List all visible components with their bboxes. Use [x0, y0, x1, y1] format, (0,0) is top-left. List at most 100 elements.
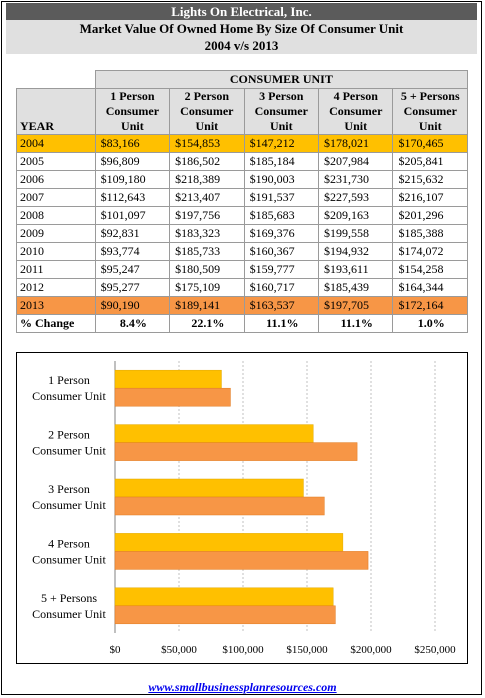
footer: www.smallbusinessplanresources.com — [0, 680, 485, 695]
bar — [114, 551, 369, 570]
x-tick-label: $250,000 — [414, 644, 456, 656]
table-row: 2012 $95,277 $175,109 $160,717 $185,439 $164,… — [16, 278, 468, 297]
table-column-header-row: YEAR 1 Person Consumer Unit 2 Person Con… — [16, 88, 468, 135]
value-cell: $159,777 — [243, 260, 320, 279]
column-header: 4 Person Consumer Unit — [318, 88, 394, 135]
bar — [114, 533, 344, 552]
category-label: 3 Person — [48, 482, 90, 496]
value-cell: $175,109 — [169, 278, 245, 297]
value-cell: $189,141 — [169, 296, 245, 315]
year-cell: 2008 — [16, 206, 96, 225]
table-row: 2011 $95,247 $180,509 $159,777 $193,611 $154,… — [16, 260, 468, 279]
table-row: 2004 $83,166 $154,853 $147,212 $178,021 $170,… — [16, 134, 468, 153]
year-cell: 2013 — [16, 296, 96, 315]
value-cell: $218,389 — [169, 170, 245, 189]
bar — [114, 587, 334, 607]
value-cell: $185,184 — [243, 152, 320, 171]
value-cell: $83,166 — [94, 134, 171, 153]
value-cell: $170,465 — [392, 134, 468, 153]
year-cell: 2010 — [16, 242, 96, 261]
value-cell: $96,809 — [94, 152, 171, 171]
percent-change-cell: 8.4% — [94, 314, 171, 333]
website-link[interactable]: www.smallbusinessplanresources.com — [148, 680, 337, 694]
table-row: 2010 $93,774 $185,733 $160,367 $194,932 $174,… — [16, 242, 468, 261]
category-label: 4 Person — [48, 536, 90, 550]
consumer-unit-header: CONSUMER UNIT — [94, 70, 469, 89]
bar — [114, 478, 304, 498]
value-cell: $174,072 — [392, 242, 468, 261]
value-cell: $193,611 — [318, 260, 394, 279]
percent-change-cell: 11.1% — [243, 314, 320, 333]
table-row: 2007 $112,643 $213,407 $191,537 $227,593 $216… — [16, 188, 468, 207]
year-cell: 2004 — [16, 134, 96, 153]
value-cell: $147,212 — [243, 134, 320, 153]
value-cell: $112,643 — [94, 188, 171, 207]
percent-change-cell: 22.1% — [169, 314, 245, 333]
year-cell: 2006 — [16, 170, 96, 189]
value-cell: $209,163 — [318, 206, 394, 225]
value-cell: $154,258 — [392, 260, 468, 279]
value-cell: $194,932 — [318, 242, 394, 261]
table-body: 2004 $83,166 $154,853 $147,212 $178,021 $170,… — [16, 134, 468, 333]
year-cell: 2012 — [16, 278, 96, 297]
value-cell: $185,733 — [169, 242, 245, 261]
value-cell: $190,003 — [243, 170, 320, 189]
year-cell: 2007 — [16, 188, 96, 207]
value-cell: $160,717 — [243, 278, 320, 297]
x-tick-label: $50,000 — [161, 644, 197, 656]
x-tick-label: $200,000 — [350, 644, 392, 656]
table-row: 2005 $96,809 $186,502 $185,184 $207,984 $205,… — [16, 152, 468, 171]
percent-change-label: % Change — [16, 314, 96, 333]
year-cell: 2005 — [16, 152, 96, 171]
x-tick-label: $150,000 — [286, 644, 328, 656]
bar — [114, 605, 336, 625]
value-cell: $160,367 — [243, 242, 320, 261]
value-cell: $183,323 — [169, 224, 245, 243]
value-cell: $197,756 — [169, 206, 245, 225]
bar — [114, 496, 325, 516]
value-cell: $197,705 — [318, 296, 394, 315]
value-cell: $154,853 — [169, 134, 245, 153]
category-label: 5 + Persons — [41, 591, 97, 605]
value-cell: $163,537 — [243, 296, 320, 315]
value-cell: $227,593 — [318, 188, 394, 207]
percent-change-cell: 11.1% — [318, 314, 394, 333]
value-cell: $178,021 — [318, 134, 394, 153]
value-cell: $180,509 — [169, 260, 245, 279]
category-label: 2 Person — [48, 428, 90, 442]
table-row: 2006 $109,180 $218,389 $190,003 $231,730 $215… — [16, 170, 468, 189]
value-cell: $231,730 — [318, 170, 394, 189]
bar — [114, 387, 231, 407]
column-header: 5 + Persons Consumer Unit — [392, 88, 468, 135]
value-cell: $169,376 — [243, 224, 320, 243]
value-cell: $185,683 — [243, 206, 320, 225]
value-cell: $191,537 — [243, 188, 320, 207]
category-label: Consumer Unit — [32, 444, 106, 458]
x-tick-label: $0 — [110, 644, 122, 656]
value-cell: $207,984 — [318, 152, 394, 171]
period-label: 2004 v/s 2013 — [6, 37, 477, 54]
report-subtitle: Market Value Of Owned Home By Size Of Co… — [6, 20, 477, 37]
column-header: 3 Person Consumer Unit — [243, 88, 320, 135]
value-cell: $205,841 — [392, 152, 468, 171]
value-cell: $216,107 — [392, 188, 468, 207]
value-cell: $109,180 — [94, 170, 171, 189]
value-cell: $185,439 — [318, 278, 394, 297]
value-cell: $164,344 — [392, 278, 468, 297]
table-row: 2013 $90,190 $189,141 $163,537 $197,705 $172,… — [16, 296, 468, 315]
year-cell: 2011 — [16, 260, 96, 279]
table-row: 2009 $92,831 $183,323 $169,376 $199,558 $185,… — [16, 224, 468, 243]
category-label: Consumer Unit — [32, 389, 106, 403]
value-cell: $201,296 — [392, 206, 468, 225]
bar-chart: $0 $50,000 $100,000 $150,000 $200,000 $250,00… — [32, 361, 456, 656]
value-cell: $215,632 — [392, 170, 468, 189]
percent-change-cell: 1.0% — [392, 314, 468, 333]
column-header: 2 Person Consumer Unit — [169, 88, 245, 135]
bar — [114, 442, 358, 461]
value-cell: $199,558 — [318, 224, 394, 243]
chart-area: $0 $50,000 $100,000 $150,000 $200,000 $250,00… — [16, 352, 468, 664]
year-cell: 2009 — [16, 224, 96, 243]
category-label: 1 Person — [48, 373, 90, 387]
category-label: Consumer Unit — [32, 552, 106, 566]
